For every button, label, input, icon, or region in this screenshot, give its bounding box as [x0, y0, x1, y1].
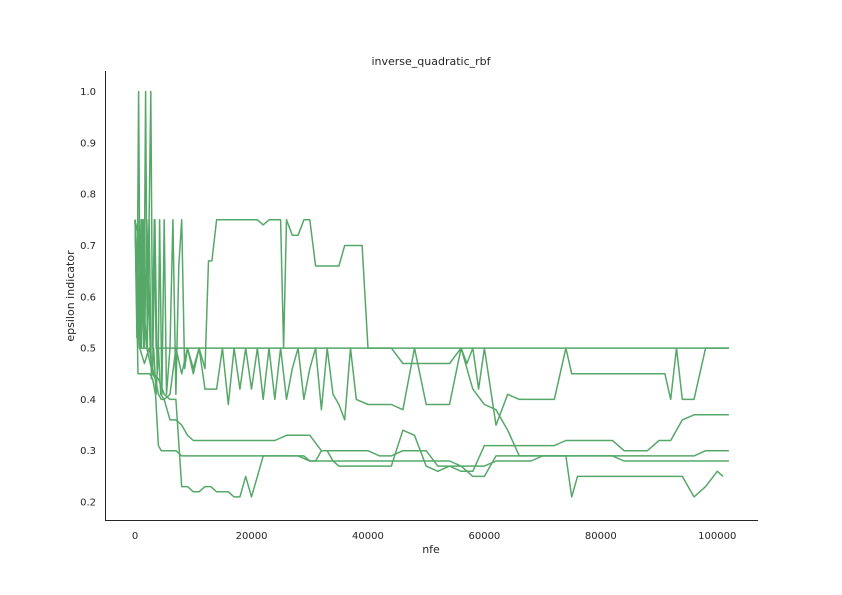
series-layer: [134, 90, 729, 498]
y-tick-label: 0.2: [80, 498, 96, 509]
y-tick-label: 1.0: [80, 87, 96, 98]
x-tick-labels: 0 20000 40000 60000 80000 100000: [132, 531, 736, 542]
x-tick-label: 100000: [698, 531, 736, 542]
x-tick-label: 60000: [468, 531, 500, 542]
x-tick-label: 20000: [236, 531, 268, 542]
y-tick-label: 0.5: [80, 344, 96, 355]
y-tick-label: 0.4: [80, 395, 96, 406]
x-axis-label: nfe: [422, 543, 440, 556]
y-tick-label: 0.9: [80, 138, 96, 149]
y-tick-label: 0.8: [80, 190, 96, 201]
series-line-3: [134, 219, 729, 457]
y-tick-label: 0.7: [80, 241, 96, 252]
series-line-5: [134, 219, 729, 473]
series-line-2: [134, 219, 729, 426]
x-tick-label: 80000: [585, 531, 617, 542]
y-tick-label: 0.6: [80, 292, 96, 303]
x-tick-label: 0: [132, 531, 138, 542]
x-tick-label: 40000: [352, 531, 384, 542]
series-line-4: [134, 219, 729, 467]
y-axis-label: epsilon indicator: [64, 250, 77, 342]
y-tick-label: 0.3: [80, 446, 96, 457]
y-tick-labels: 0.2 0.3 0.4 0.5 0.6 0.7 0.8 0.9 1.0: [80, 87, 96, 509]
series-line-6: [134, 219, 724, 498]
chart-title: inverse_quadratic_rbf: [371, 55, 491, 68]
